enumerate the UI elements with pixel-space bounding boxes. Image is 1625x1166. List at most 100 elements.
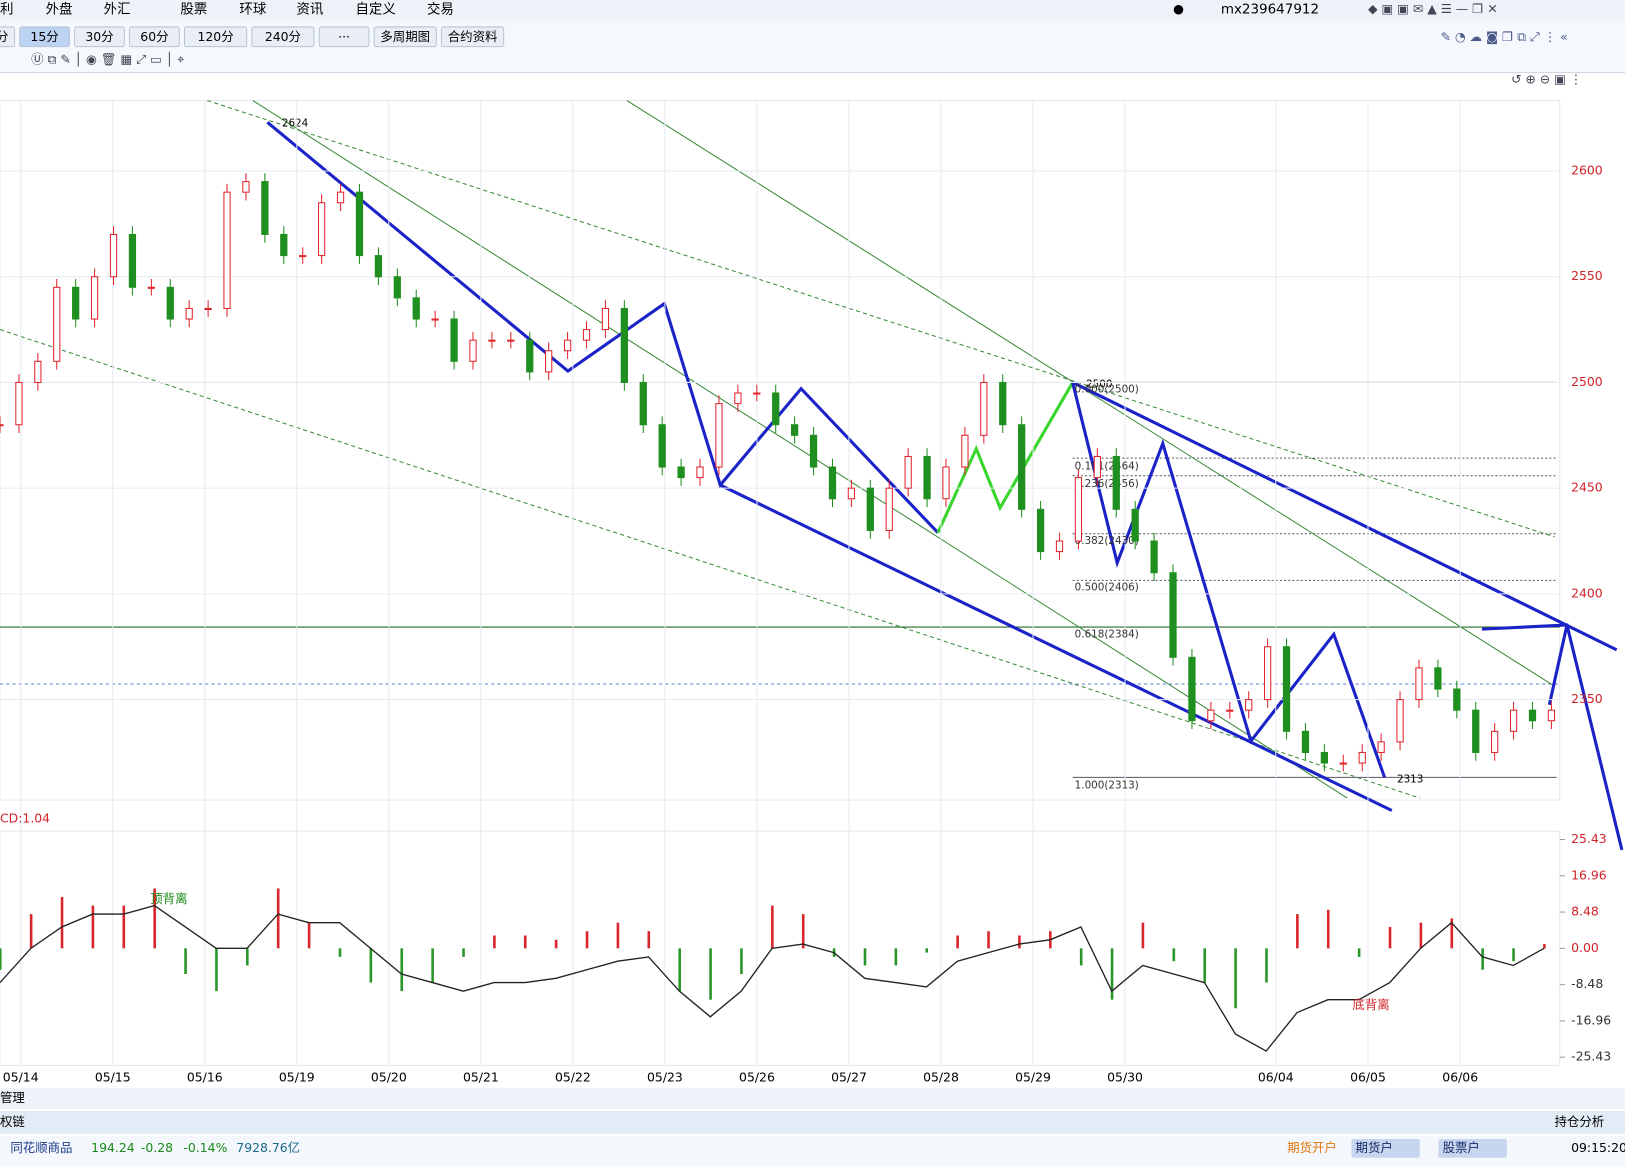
candle <box>753 392 761 395</box>
period-button[interactable] <box>440 26 505 48</box>
period-label[interactable]: 分 <box>0 29 8 44</box>
macd-bar <box>956 935 959 949</box>
price-panel <box>0 100 1561 801</box>
date-label: 06/05 <box>1350 1069 1386 1084</box>
macd-bar <box>1326 909 1330 949</box>
candle <box>563 339 572 352</box>
period-button[interactable] <box>251 26 315 48</box>
period-label[interactable]: 15分 <box>30 29 58 44</box>
candle <box>1018 424 1026 510</box>
tool-icons[interactable]: ✎ ◔ ☁ ◙ ❐ ⧉ ⤢ ⋮ « <box>1441 29 1568 45</box>
account[interactable]: mx239647912 <box>1221 1 1319 17</box>
link-button[interactable] <box>1438 1139 1507 1158</box>
window-icons[interactable]: ◆ ▣ ▣ ✉ ▲ ☰ — ❐ ✕ <box>1368 1 1498 16</box>
period-label[interactable]: 30分 <box>85 29 113 44</box>
candle <box>545 350 553 373</box>
period-label[interactable]: 240分 <box>265 29 301 44</box>
period-button[interactable] <box>373 26 437 48</box>
menu-item[interactable]: 股票 <box>180 1 207 17</box>
date-label: 05/15 <box>95 1069 131 1084</box>
period-label[interactable]: 合约资料 <box>448 29 498 44</box>
candle <box>469 339 477 362</box>
candle <box>318 202 326 257</box>
macd-bar <box>616 922 620 949</box>
menu-item[interactable]: 外汇 <box>104 1 131 17</box>
macd-bar <box>863 948 867 966</box>
period-label[interactable]: 120分 <box>197 29 233 44</box>
link-button[interactable] <box>1351 1139 1420 1158</box>
candle <box>204 307 212 311</box>
date-label: 05/22 <box>555 1069 591 1084</box>
macd-bar <box>585 931 589 949</box>
price-tick-label: 2400 <box>1571 585 1603 600</box>
menu-item[interactable]: 自定义 <box>355 1 395 17</box>
macd-bar <box>462 948 465 957</box>
menu-item[interactable]: 资讯 <box>296 1 323 17</box>
macd-bar <box>1234 948 1237 1009</box>
candle <box>72 286 80 320</box>
analysis-button[interactable]: 持仓分析 <box>1555 1114 1605 1129</box>
period-button[interactable] <box>318 26 370 48</box>
macd-tick-label: -8.48 <box>1571 976 1603 991</box>
link[interactable]: 期货开户 <box>1287 1140 1337 1155</box>
period-label[interactable]: 60分 <box>140 29 168 44</box>
candle <box>1207 709 1215 722</box>
zoom-icons[interactable]: ↺ ⊕ ⊖ ▣ ⋮ <box>1511 71 1582 86</box>
candle <box>1358 751 1366 764</box>
tab[interactable]: 管理 <box>0 1090 25 1105</box>
period-button[interactable] <box>183 26 248 48</box>
candle <box>1093 455 1101 479</box>
candle <box>450 318 458 362</box>
period-label[interactable]: ··· <box>338 29 350 44</box>
candle <box>242 181 250 193</box>
period-button[interactable] <box>19 26 70 48</box>
tab-bar <box>0 1088 1625 1109</box>
status-change: -0.28 <box>141 1140 173 1155</box>
icon[interactable]: ● <box>1173 1 1184 16</box>
status-name[interactable]: 同花顺商品 <box>10 1140 72 1155</box>
macd-bar <box>307 922 311 949</box>
clock: 09:15:20 <box>1571 1140 1625 1155</box>
candle <box>1434 667 1442 690</box>
macd-bar <box>894 948 898 966</box>
candle <box>185 307 193 320</box>
candle <box>1453 688 1461 711</box>
menu-bar <box>0 0 1625 21</box>
macd-bar <box>91 905 95 949</box>
price-marker: 2313 <box>1397 773 1423 785</box>
channel-line <box>252 100 1348 799</box>
link[interactable]: 股票户 <box>1443 1140 1480 1155</box>
period-button[interactable] <box>129 26 180 48</box>
menu-item[interactable]: 外盘 <box>46 0 73 17</box>
fib-label: 0.500(2406) <box>1075 582 1139 594</box>
candle <box>299 255 307 258</box>
macd-bar <box>647 931 651 949</box>
macd-bar <box>709 948 712 1000</box>
macd-bar <box>678 948 681 992</box>
period-label[interactable]: 多周期图 <box>380 29 430 44</box>
macd-bar <box>925 948 929 953</box>
macd-bar <box>400 948 404 992</box>
candle <box>658 424 666 468</box>
period-button[interactable] <box>74 26 125 48</box>
tab[interactable]: 权链 <box>0 1114 25 1129</box>
period-button[interactable] <box>0 26 16 48</box>
link[interactable]: 期货户 <box>1356 1140 1393 1155</box>
channel-line <box>207 100 1555 538</box>
wave-line <box>266 121 940 534</box>
menu-item[interactable]: 环球 <box>239 1 266 17</box>
macd-bar <box>771 905 774 949</box>
draw-tools[interactable]: Ⓤ ⧉ ✎ │ ◉ 🗑 ▦ ⤢ ▭ │ ⌖ <box>31 52 184 68</box>
candle <box>336 191 345 204</box>
menu-item[interactable]: 交易 <box>427 0 454 17</box>
macd-bar <box>1388 926 1392 949</box>
macd-note: 顶背离 <box>150 891 187 906</box>
candle <box>904 455 912 489</box>
candle <box>734 392 742 405</box>
candle <box>677 466 685 479</box>
candle <box>1339 762 1347 765</box>
candle <box>620 307 628 383</box>
candle <box>526 339 534 373</box>
drawings <box>0 100 1624 851</box>
menu-item[interactable]: 利 <box>0 1 13 17</box>
